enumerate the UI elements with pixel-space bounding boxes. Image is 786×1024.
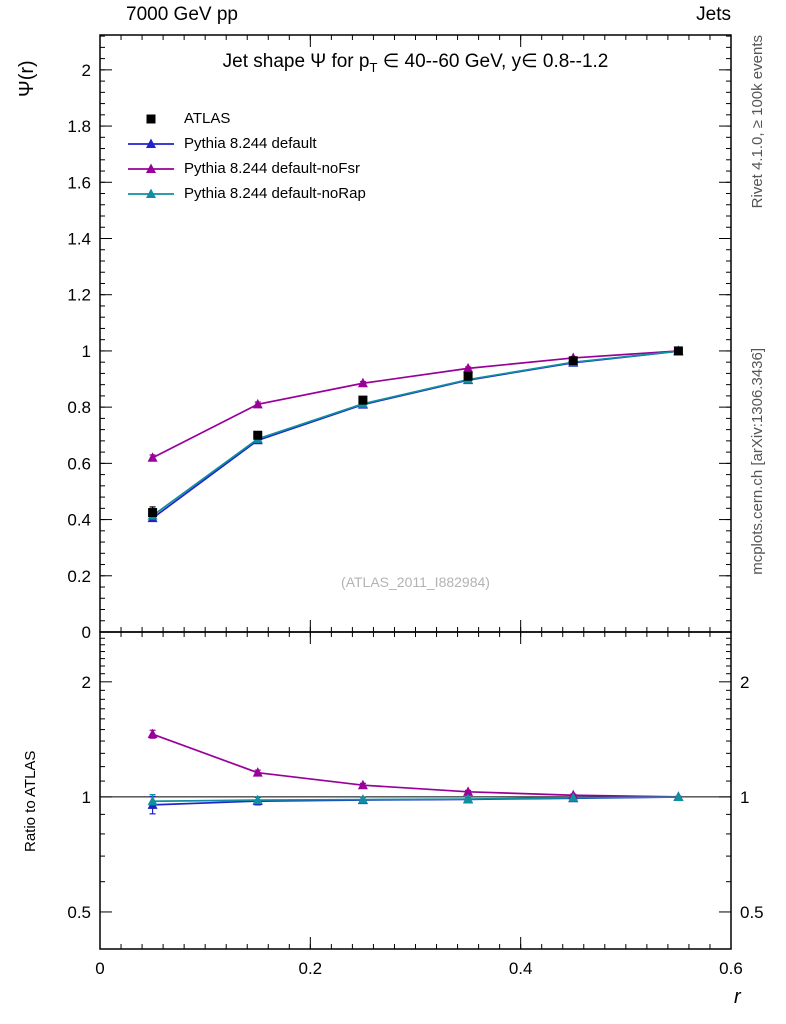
svg-text:1: 1 [82,788,91,807]
rivet-version-note: Rivet 4.1.0, ≥ 100k events [749,35,766,209]
svg-text:1: 1 [82,342,91,361]
process-label: Jets [696,4,731,25]
beam-label: 7000 GeV pp [126,4,238,25]
plot-title-post: ∈ 40--60 GeV, y∈ 0.8--1.2 [377,51,609,72]
svg-text:0: 0 [82,623,91,642]
data-square-marker-icon [146,114,156,123]
mc-line-triangle-icon [128,188,174,198]
svg-text:2: 2 [82,61,91,80]
svg-text:0.5: 0.5 [67,903,91,922]
ratio-y-axis-title: Ratio to ATLAS [22,750,39,852]
square-marker [358,395,368,405]
svg-text:1: 1 [740,788,749,807]
svg-text:0.8: 0.8 [67,398,91,417]
svg-text:1.2: 1.2 [67,286,91,305]
square-marker [253,430,263,440]
svg-text:0.4: 0.4 [509,959,533,978]
plot-title-pre: Jet shape Ψ for p [222,51,370,72]
square-marker [673,346,683,356]
svg-text:0.2: 0.2 [299,959,323,978]
svg-text:0.6: 0.6 [719,959,743,978]
svg-text:2: 2 [82,673,91,692]
triangle-marker [252,794,263,805]
svg-text:0.5: 0.5 [740,903,764,922]
ratio-series-line [152,733,679,798]
analysis-watermark: (ATLAS_2011_I882984) [341,574,490,590]
triangle-marker [463,793,474,804]
triangle-marker [252,398,263,409]
legend-label: ATLAS [184,110,231,127]
main-y-axis-title: Ψ(r) [16,60,38,97]
triangle-marker [147,452,158,462]
square-marker [148,508,158,518]
triangle-marker [147,795,158,806]
triangle-marker [463,362,474,373]
triangle-marker [357,779,368,790]
svg-text:1.6: 1.6 [67,173,91,192]
legend-item: ATLAS [128,106,366,131]
ratio-series-line [152,796,679,803]
series-layer [147,345,684,815]
triangle-marker [357,794,368,804]
plot-title-sub: T [369,59,378,75]
legend-item: Pythia 8.244 default-noFsr [128,156,366,181]
triangle-marker [147,728,158,739]
legend-label: Pythia 8.244 default-noRap [184,185,366,202]
svg-text:0.4: 0.4 [67,511,91,530]
svg-text:2: 2 [740,673,749,692]
ratio-panel-frame [99,631,732,950]
svg-text:0.2: 0.2 [67,567,91,586]
triangle-marker [673,791,684,802]
series-line [152,350,679,517]
plot-title: Jet shape Ψ for pT ∈ 40--60 GeV, y∈ 0.8-… [100,50,731,75]
svg-text:1.4: 1.4 [67,229,91,248]
legend-label: Pythia 8.244 default-noFsr [184,160,360,177]
triangle-marker [463,786,474,796]
square-marker [568,356,578,366]
mc-line-triangle-icon [128,138,174,148]
legend-item: Pythia 8.244 default [128,131,366,156]
svg-text:1.8: 1.8 [67,117,91,136]
legend: ATLAS Pythia 8.244 default Pythia 8.244 de… [128,106,366,206]
triangle-marker [357,377,368,388]
legend-label: Pythia 8.244 default [184,135,317,152]
x-axis-title: r [734,986,741,1008]
svg-text:0: 0 [95,959,104,978]
axes-ticks [99,35,732,950]
triangle-marker [568,792,579,802]
square-marker [463,371,473,381]
series-line [152,350,679,459]
svg-text:0.6: 0.6 [67,454,91,473]
triangle-marker [252,767,263,777]
tick-labels: 0 0.2 0.4 0.6 0.8 1 1.2 1.4 1.6 1.8 2 0.5 0.5 1 1 2 2 0 0.… [67,61,763,978]
mcplots-note: mcplots.cern.ch [arXiv:1306.3436] [749,348,766,575]
mc-line-triangle-icon [128,163,174,173]
legend-item: Pythia 8.244 default-noRap [128,181,366,206]
